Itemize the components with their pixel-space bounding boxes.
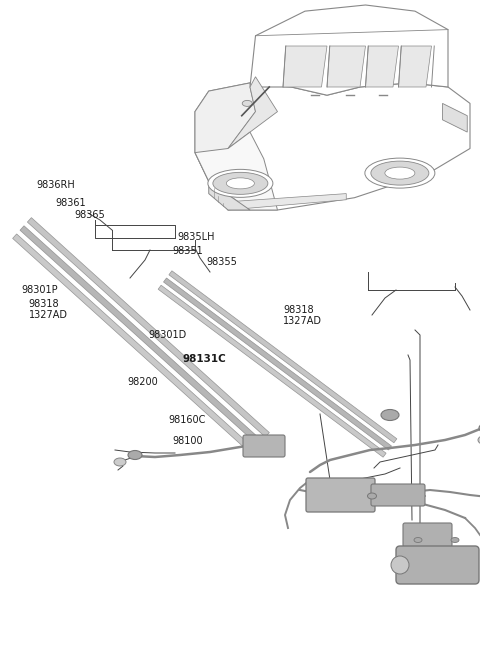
FancyBboxPatch shape xyxy=(306,478,375,512)
Polygon shape xyxy=(209,181,250,210)
Text: 1327AD: 1327AD xyxy=(283,316,322,327)
FancyBboxPatch shape xyxy=(396,546,479,584)
Polygon shape xyxy=(169,271,397,443)
Ellipse shape xyxy=(385,167,415,179)
Polygon shape xyxy=(158,285,386,457)
Ellipse shape xyxy=(114,458,126,466)
Ellipse shape xyxy=(227,178,254,189)
Text: 9835LH: 9835LH xyxy=(178,232,215,243)
Polygon shape xyxy=(195,83,470,210)
Ellipse shape xyxy=(368,493,376,499)
Ellipse shape xyxy=(479,423,480,433)
Polygon shape xyxy=(398,46,432,87)
Text: 98131C: 98131C xyxy=(182,354,226,364)
Polygon shape xyxy=(195,83,255,181)
Text: 98200: 98200 xyxy=(127,377,158,387)
Polygon shape xyxy=(283,46,327,87)
Polygon shape xyxy=(228,194,346,210)
Text: 98361: 98361 xyxy=(55,198,86,209)
Ellipse shape xyxy=(128,451,142,459)
Ellipse shape xyxy=(478,436,480,445)
FancyBboxPatch shape xyxy=(243,435,285,457)
Polygon shape xyxy=(327,46,365,87)
Polygon shape xyxy=(164,278,392,450)
Ellipse shape xyxy=(208,169,273,197)
Text: 98160C: 98160C xyxy=(168,415,205,425)
Polygon shape xyxy=(20,226,262,445)
Polygon shape xyxy=(250,5,448,95)
Text: 98301D: 98301D xyxy=(149,329,187,340)
Text: 98318: 98318 xyxy=(283,305,314,316)
Text: 9836RH: 9836RH xyxy=(36,180,75,190)
Polygon shape xyxy=(443,104,467,132)
Ellipse shape xyxy=(451,537,459,543)
Polygon shape xyxy=(195,132,277,210)
Ellipse shape xyxy=(414,537,422,543)
Text: 98318: 98318 xyxy=(29,298,60,309)
Ellipse shape xyxy=(365,158,435,188)
Ellipse shape xyxy=(213,173,268,194)
Ellipse shape xyxy=(242,100,252,106)
Text: 1327AD: 1327AD xyxy=(29,310,68,320)
Text: 98351: 98351 xyxy=(173,245,204,256)
Text: 98301P: 98301P xyxy=(22,285,58,295)
Text: 98100: 98100 xyxy=(173,436,204,446)
Ellipse shape xyxy=(381,409,399,420)
Polygon shape xyxy=(365,46,398,87)
Polygon shape xyxy=(12,234,254,453)
Ellipse shape xyxy=(371,161,429,185)
Polygon shape xyxy=(228,77,277,148)
FancyBboxPatch shape xyxy=(403,523,452,547)
FancyBboxPatch shape xyxy=(371,484,425,506)
Ellipse shape xyxy=(391,556,409,574)
Text: 98355: 98355 xyxy=(206,257,237,268)
Polygon shape xyxy=(27,218,269,437)
Text: 98365: 98365 xyxy=(74,210,105,220)
